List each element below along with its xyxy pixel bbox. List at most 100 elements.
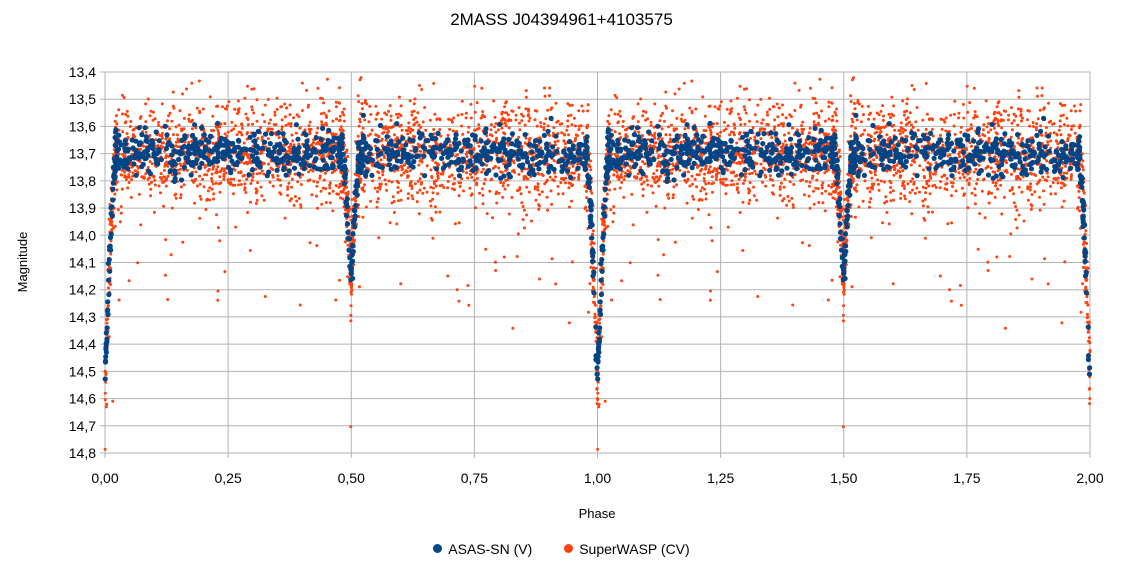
data-point: [328, 183, 332, 187]
data-point: [1062, 171, 1066, 175]
data-point: [1060, 104, 1064, 107]
data-point: [293, 172, 297, 176]
data-point: [672, 127, 676, 131]
data-point: [974, 115, 978, 119]
data-point: [876, 178, 880, 182]
data-point: [918, 164, 922, 168]
data-point: [835, 107, 839, 111]
data-point: [1069, 109, 1073, 113]
data-point: [267, 162, 271, 166]
data-point: [1047, 120, 1051, 124]
data-point: [793, 109, 797, 112]
data-point: [1029, 182, 1032, 186]
data-point: [903, 194, 906, 198]
data-point: [827, 100, 831, 104]
data-point: [381, 126, 385, 130]
data-point: [211, 114, 215, 118]
data-point: [961, 102, 965, 106]
data-point: [185, 87, 189, 91]
data-point: [148, 160, 152, 164]
data-point: [434, 184, 438, 188]
data-point: [820, 183, 824, 187]
data-point: [631, 147, 635, 151]
data-point: [901, 99, 905, 103]
data-point: [113, 192, 117, 196]
data-point: [743, 175, 747, 179]
data-point: [168, 137, 172, 141]
data-point: [153, 178, 157, 182]
data-point: [113, 119, 117, 123]
data-point: [792, 183, 796, 186]
data-point: [483, 177, 487, 181]
data-point: [768, 177, 772, 181]
data-point: [387, 109, 390, 113]
data-point: [817, 115, 821, 119]
data-point: [899, 196, 903, 200]
data-point: [953, 99, 957, 103]
data-point: [406, 166, 410, 170]
data-point: [968, 101, 972, 105]
data-point: [172, 106, 176, 110]
data-point: [718, 104, 722, 108]
data-point: [400, 168, 404, 172]
data-point: [379, 158, 383, 162]
data-point: [320, 120, 324, 124]
data-point: [711, 169, 715, 173]
data-point: [149, 187, 153, 191]
data-point: [1059, 186, 1063, 190]
data-point: [218, 175, 222, 179]
data-point: [737, 132, 741, 136]
data-point: [473, 206, 477, 210]
data-point: [126, 186, 130, 190]
data-point: [421, 191, 425, 195]
data-point: [289, 142, 293, 146]
data-point: [1030, 277, 1034, 281]
data-point: [342, 119, 346, 123]
data-point: [940, 127, 944, 131]
data-point: [621, 125, 625, 128]
data-point: [823, 171, 827, 175]
data-point: [930, 128, 934, 131]
data-point: [412, 123, 416, 127]
data-point: [1016, 123, 1020, 127]
data-point: [1081, 282, 1084, 286]
data-point: [667, 125, 671, 129]
data-point: [294, 131, 298, 135]
data-point: [763, 127, 767, 131]
data-point: [869, 171, 873, 175]
data-point: [286, 193, 290, 197]
data-point: [121, 130, 125, 134]
data-point: [833, 110, 837, 114]
data-point: [657, 184, 661, 188]
data-point: [178, 162, 182, 166]
data-point: [412, 109, 416, 113]
data-point: [448, 127, 452, 131]
data-point: [399, 104, 403, 108]
data-point: [350, 282, 354, 286]
data-point: [204, 208, 208, 211]
data-point: [511, 326, 515, 330]
data-point: [369, 199, 373, 203]
data-point: [195, 106, 199, 110]
data-point: [438, 184, 442, 188]
data-point: [243, 188, 247, 192]
data-point: [1014, 205, 1018, 208]
data-point: [318, 174, 322, 178]
data-point: [514, 113, 518, 117]
data-point: [416, 191, 420, 195]
data-point: [434, 210, 438, 214]
data-point: [363, 118, 367, 122]
data-point: [177, 123, 181, 127]
data-point: [898, 174, 902, 178]
data-point: [181, 92, 184, 96]
data-point: [396, 191, 400, 194]
data-point: [596, 391, 600, 395]
data-point: [620, 279, 624, 283]
data-point: [157, 184, 161, 188]
data-point: [361, 186, 365, 190]
data-point: [337, 185, 341, 189]
data-point: [179, 185, 183, 189]
data-point: [1006, 118, 1010, 122]
data-point: [382, 130, 386, 134]
data-point: [1046, 175, 1050, 179]
